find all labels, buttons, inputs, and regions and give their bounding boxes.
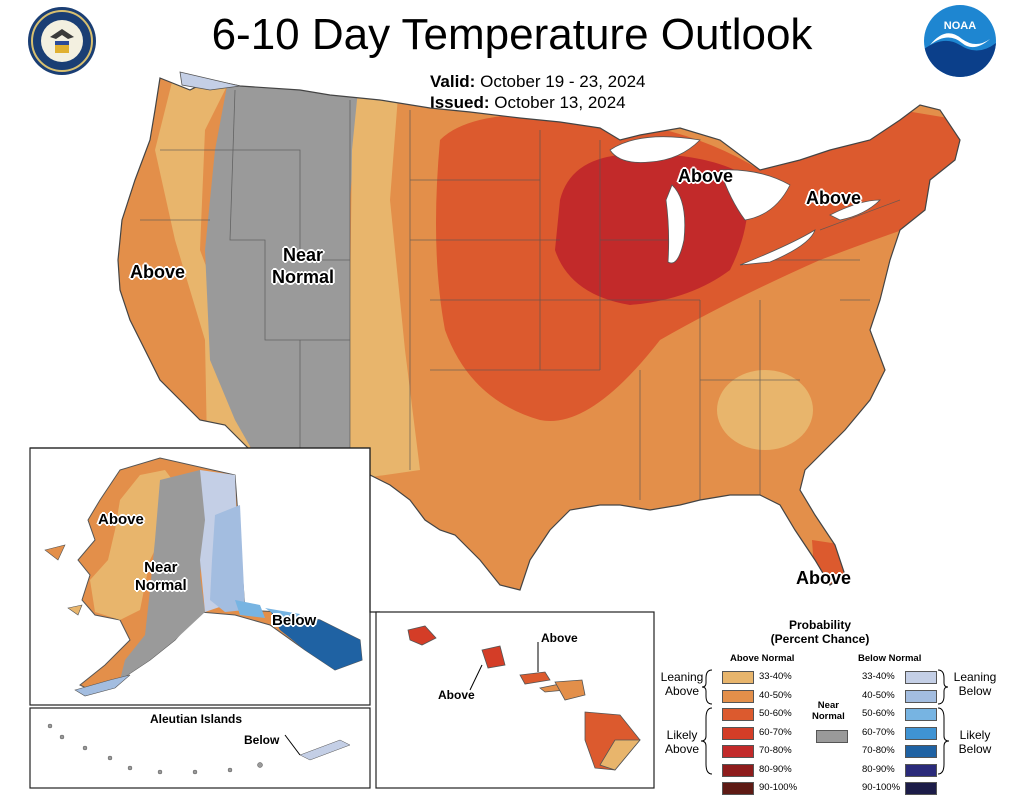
valid-label: Valid: [430, 72, 476, 91]
legend-below-swatch [905, 671, 937, 684]
legend-above-swatch [722, 782, 754, 795]
west-above-label: Above [130, 262, 186, 282]
near-normal-line-2: Normal [272, 267, 335, 287]
commerce-seal-icon [28, 7, 96, 75]
aleutian-islands-map [47, 723, 351, 775]
lake-ontario [829, 199, 881, 221]
us-above-70-80-region [555, 154, 748, 305]
alaska-near-line-1: Near [144, 559, 178, 576]
legend-above-range: 33-40% [759, 671, 792, 682]
page-title: 6-10 Day Temperature Outlook [211, 10, 813, 59]
legend-leaning-below: Leaning Below [950, 670, 1000, 698]
legend-leaning-below-1: Leaning [953, 670, 997, 684]
alaska-below-label: Below [272, 612, 317, 629]
lake-huron [719, 169, 791, 221]
legend-below-swatch [905, 708, 937, 721]
legend-above-swatch [722, 726, 754, 740]
alaska-above-label: Above [98, 511, 144, 528]
legend-below-range: 33-40% [862, 671, 895, 682]
legend-below-swatch [905, 782, 937, 795]
legend-above-swatch [722, 763, 754, 777]
us-carolinas-above-33-40-region [717, 370, 813, 450]
legend-above-range: 60-70% [759, 726, 792, 738]
legend-above-swatch [722, 671, 754, 684]
noaa-logo-text: NOAA [944, 20, 976, 32]
legend-title-line-2: (Percent Chance) [770, 632, 870, 646]
legend-near-line-2: Normal [812, 711, 845, 722]
noaa-logo: NOAA [924, 5, 996, 77]
legend-below-swatch [905, 763, 937, 777]
florida-above-label: Above [796, 568, 852, 588]
legend-near-normal-label: Near Normal [812, 700, 845, 722]
lake-michigan [665, 184, 686, 264]
legend-above-header: Above Normal [730, 653, 795, 664]
legend-leaning-above-1: Leaning [660, 670, 704, 684]
legend-below-header: Below Normal [858, 653, 922, 664]
legend-above-swatch [722, 689, 754, 703]
legend-likely-below: Likely Below [950, 728, 1000, 756]
us-plains-above-33-40-region [350, 78, 420, 480]
legend-below-range: 70-80% [862, 745, 895, 756]
legend-near-line-1: Near [817, 700, 839, 711]
legend-likely-below-2: Below [958, 742, 992, 756]
near-normal-label: Near Normal [272, 244, 334, 288]
legend-leaning-below-2: Below [958, 684, 992, 698]
legend-above-range: 40-50% [759, 689, 792, 701]
legend-likely-above-1: Likely [666, 728, 698, 742]
issued-label: Issued: [430, 93, 490, 112]
issued-date: October 13, 2024 [494, 93, 626, 112]
lake-superior [609, 136, 701, 163]
legend-above-range: 90-100% [759, 782, 798, 793]
alaska-near-normal-label: Near Normal [135, 559, 187, 595]
legend-below-swatch [905, 745, 937, 758]
issued-line: Issued: October 13, 2024 [430, 93, 626, 113]
lake-erie [739, 229, 816, 266]
northeast-above-label: Above [806, 188, 862, 208]
legend-near-normal-swatch [816, 730, 848, 743]
legend-above-range: 50-60% [759, 708, 792, 719]
legend-above-range: 80-90% [759, 763, 792, 775]
hawaii-map [407, 625, 641, 771]
legend-above-swatch [722, 708, 754, 721]
legend-leaning-above: Leaning Above [657, 670, 707, 698]
legend-below-range: 40-50% [862, 689, 895, 701]
us-near-normal-region [205, 78, 360, 470]
legend-below-range: 60-70% [862, 726, 895, 738]
aleutian-below-label: Below [244, 733, 280, 747]
alaska-map [44, 457, 363, 697]
valid-dates: October 19 - 23, 2024 [480, 72, 646, 91]
legend-below-swatch [905, 726, 937, 740]
valid-line: Valid: October 19 - 23, 2024 [430, 72, 645, 92]
legend-below-range: 80-90% [862, 763, 895, 775]
legend-title: Probability (Percent Chance) [760, 618, 880, 646]
legend-below-range: 50-60% [862, 708, 895, 719]
near-normal-line-1: Near [282, 245, 324, 265]
legend-above-range: 70-80% [759, 745, 792, 756]
legend-likely-below-1: Likely [959, 728, 991, 742]
legend-below-swatch [905, 689, 937, 703]
legend-title-line-1: Probability [788, 618, 851, 632]
legend-below-range: 90-100% [862, 782, 901, 793]
hawaii-above-label-1: Above [541, 631, 578, 645]
hawaii-above-label-2: Above [438, 688, 475, 702]
legend-above-swatch [722, 745, 754, 758]
legend-likely-above-2: Above [664, 742, 700, 756]
aleutian-title: Aleutian Islands [150, 712, 243, 726]
wa-below-33-40-region [179, 71, 241, 91]
great-lakes-above-label: Above [678, 166, 734, 186]
legend-likely-above: Likely Above [657, 728, 707, 756]
alaska-near-line-2: Normal [135, 577, 187, 594]
legend-leaning-above-2: Above [664, 684, 700, 698]
